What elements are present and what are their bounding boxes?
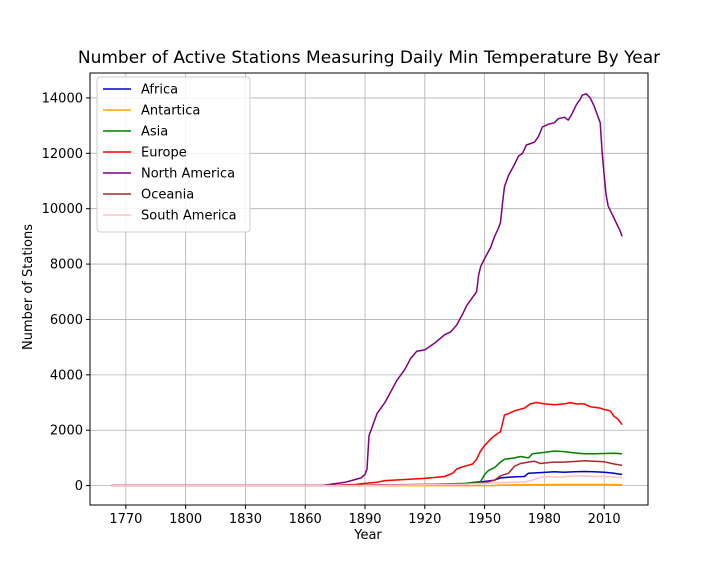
x-tick-label: 1770 <box>109 512 142 527</box>
legend-label-africa: Africa <box>141 83 178 98</box>
legend: Africa Antartica Asia Europe North America Oc… <box>96 76 251 233</box>
legend-label-north-america: North America <box>141 167 235 182</box>
legend-label-asia: Asia <box>141 125 168 140</box>
plot-frame <box>89 72 649 506</box>
y-tick-label: 6000 <box>50 313 83 328</box>
y-tick-label: 2000 <box>50 424 83 439</box>
x-tick-label: 1950 <box>468 512 501 527</box>
series-line-south-america <box>111 474 623 487</box>
legend-box <box>96 76 251 233</box>
series-lines <box>111 93 623 487</box>
chart-title: Number of Active Stations Measuring Dail… <box>78 48 660 68</box>
legend-label-south-america: South America <box>141 209 237 224</box>
series-line-europe <box>111 401 623 487</box>
x-axis-title: Year <box>353 528 382 543</box>
y-tick-label: 0 <box>75 479 83 494</box>
legend-label-antartica: Antartica <box>141 104 200 119</box>
y-axis-title: Number of Stations <box>21 224 36 350</box>
series-line-antartica <box>111 483 623 487</box>
x-tick-label: 1800 <box>169 512 202 527</box>
x-tick-label: 1830 <box>229 512 262 527</box>
legend-label-oceania: Oceania <box>141 188 194 203</box>
x-tick-label: 1980 <box>528 512 561 527</box>
axis-ticks: 1770 1800 1830 1860 1890 1920 1950 1980 2010 0 200… <box>42 91 621 527</box>
y-tick-label: 12000 <box>42 147 83 162</box>
y-tick-label: 4000 <box>50 368 83 383</box>
x-tick-label: 1920 <box>408 512 441 527</box>
legend-label-europe: Europe <box>141 146 187 161</box>
x-tick-label: 1890 <box>348 512 381 527</box>
x-tick-label: 2010 <box>588 512 621 527</box>
y-tick-label: 10000 <box>42 202 83 217</box>
y-tick-label: 8000 <box>50 258 83 273</box>
series-line-north-america <box>111 93 623 487</box>
x-tick-label: 1860 <box>289 512 322 527</box>
y-tick-label: 14000 <box>42 91 83 106</box>
